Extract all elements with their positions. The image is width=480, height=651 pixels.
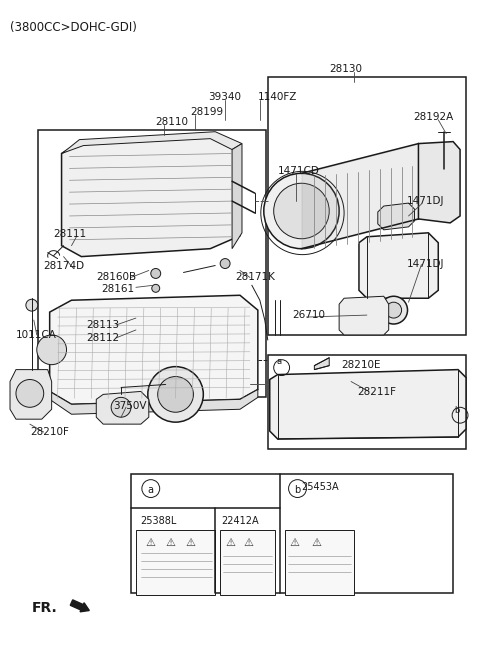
Polygon shape [339, 296, 389, 335]
Text: FR.: FR. [32, 600, 58, 615]
Text: ⚠: ⚠ [243, 538, 253, 548]
Polygon shape [359, 233, 438, 298]
Text: 26710: 26710 [292, 310, 325, 320]
Bar [220, 530, 275, 594]
Circle shape [26, 299, 38, 311]
Text: (3800CC>DOHC-GDI): (3800CC>DOHC-GDI) [10, 21, 137, 34]
Text: 28210E: 28210E [341, 360, 381, 370]
Text: ⚠: ⚠ [185, 538, 195, 548]
Polygon shape [10, 370, 52, 419]
Polygon shape [96, 391, 149, 424]
Polygon shape [49, 389, 258, 414]
Circle shape [386, 302, 402, 318]
Text: 28110: 28110 [156, 117, 189, 127]
Text: 1471DJ: 1471DJ [407, 196, 444, 206]
Circle shape [37, 335, 67, 365]
Polygon shape [314, 357, 329, 370]
Circle shape [220, 258, 230, 268]
Text: 28174D: 28174D [44, 260, 85, 271]
Text: a: a [276, 357, 281, 366]
Polygon shape [419, 142, 460, 223]
Text: 28211F: 28211F [357, 387, 396, 398]
Bar [285, 530, 354, 594]
Text: ⚠: ⚠ [166, 538, 176, 548]
Text: 28160B: 28160B [96, 273, 136, 283]
FancyArrow shape [70, 600, 89, 612]
Polygon shape [61, 133, 240, 256]
Circle shape [274, 183, 329, 239]
Text: 3750V: 3750V [113, 401, 146, 411]
Bar [136, 530, 215, 594]
Bar [38, 130, 266, 397]
Text: b: b [455, 406, 460, 415]
Text: 28112: 28112 [86, 333, 120, 343]
Circle shape [151, 268, 161, 279]
Text: 28171K: 28171K [235, 273, 275, 283]
Circle shape [158, 376, 193, 412]
Circle shape [111, 397, 131, 417]
Polygon shape [270, 370, 466, 439]
Circle shape [16, 380, 44, 408]
Text: 28130: 28130 [329, 64, 362, 74]
Text: 28113: 28113 [86, 320, 120, 330]
Text: ⚠: ⚠ [146, 538, 156, 548]
Text: 1140FZ: 1140FZ [258, 92, 297, 102]
Bar [268, 77, 466, 335]
Circle shape [380, 296, 408, 324]
Text: a: a [148, 484, 154, 495]
Text: b: b [294, 484, 300, 495]
Text: 28199: 28199 [191, 107, 224, 117]
Text: 1471DJ: 1471DJ [407, 258, 444, 269]
Text: 25453A: 25453A [301, 482, 339, 492]
Text: ⚠: ⚠ [289, 538, 300, 548]
Text: ⚠: ⚠ [312, 538, 322, 548]
Circle shape [264, 173, 339, 249]
Polygon shape [49, 296, 258, 404]
Bar [268, 355, 466, 449]
Polygon shape [232, 144, 242, 249]
Text: 39340: 39340 [208, 92, 241, 102]
Bar [131, 474, 453, 592]
Polygon shape [378, 203, 414, 230]
Text: ⚠: ⚠ [225, 538, 235, 548]
Circle shape [148, 367, 204, 422]
Text: 22412A: 22412A [221, 516, 259, 526]
Text: 1471CD: 1471CD [277, 167, 320, 176]
Text: 1011CA: 1011CA [16, 330, 57, 340]
Circle shape [152, 284, 160, 292]
Text: 28192A: 28192A [413, 112, 454, 122]
Text: 28111: 28111 [54, 229, 87, 239]
Text: 28210F: 28210F [30, 427, 69, 437]
Text: 28161: 28161 [101, 284, 134, 294]
Polygon shape [61, 132, 242, 154]
Text: 25388L: 25388L [141, 516, 177, 526]
